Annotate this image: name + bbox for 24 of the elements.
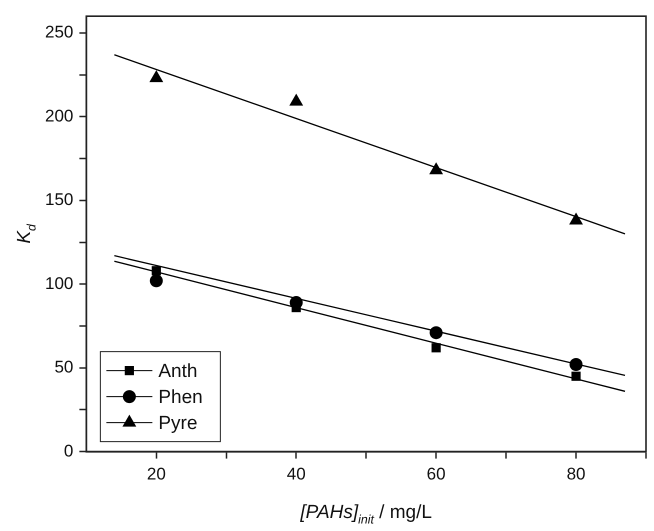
y-tick-label: 250 <box>44 22 74 42</box>
point <box>429 162 444 174</box>
x-tick-label: 20 <box>146 464 166 484</box>
point <box>569 212 583 225</box>
point <box>571 372 581 381</box>
point <box>430 326 443 340</box>
legend-label: Pyre <box>158 412 198 434</box>
y-tick-label: 100 <box>44 274 74 293</box>
x-tick-label: 60 <box>426 464 446 484</box>
x-tick-label: 40 <box>286 464 306 484</box>
point <box>289 94 304 106</box>
point <box>150 274 163 288</box>
legend-label: Phen <box>158 386 203 408</box>
point <box>570 358 583 372</box>
legend-label: Anth <box>158 360 198 382</box>
x-tick-label: 80 <box>566 464 586 484</box>
point <box>432 343 441 352</box>
y-tick-label: 200 <box>44 106 74 126</box>
point <box>152 266 161 276</box>
y-axis-title: Kd <box>14 222 39 244</box>
y-tick-label: 150 <box>44 190 74 210</box>
y-tick-label: 50 <box>54 358 74 377</box>
y-tick-label: 0 <box>64 441 74 460</box>
point <box>149 70 164 82</box>
